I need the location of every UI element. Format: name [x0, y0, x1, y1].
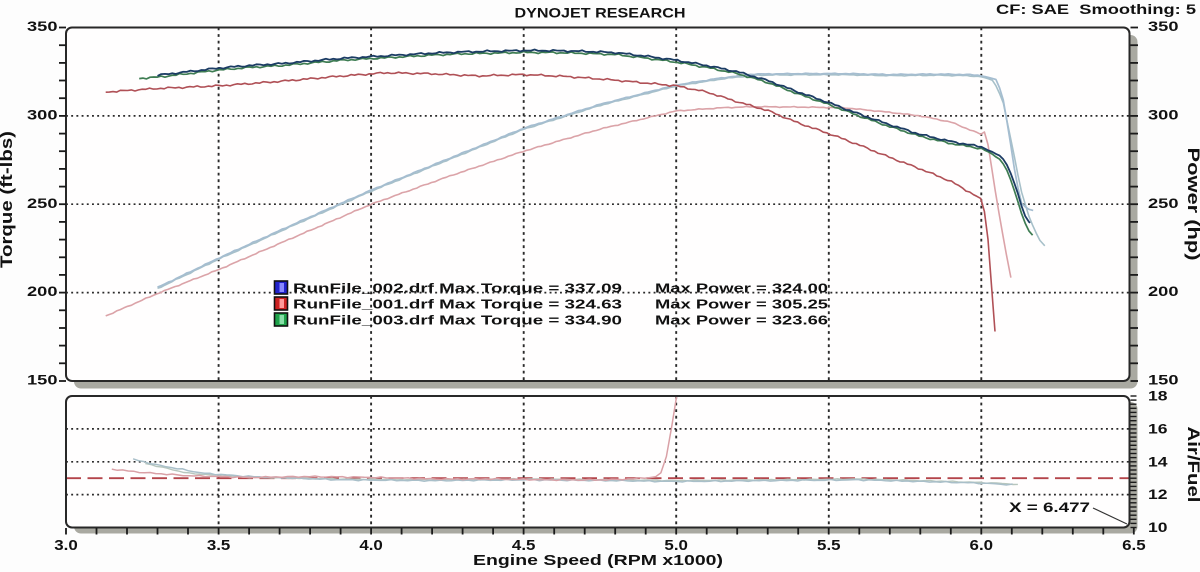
- svg-text:150: 150: [27, 372, 58, 388]
- svg-text:5.5: 5.5: [817, 538, 841, 554]
- svg-text:300: 300: [1148, 106, 1179, 122]
- svg-text:250: 250: [27, 195, 58, 211]
- svg-text:DYNOJET RESEARCH: DYNOJET RESEARCH: [515, 5, 686, 21]
- svg-text:Max Power = 324.00: Max Power = 324.00: [655, 281, 828, 296]
- svg-text:300: 300: [27, 106, 58, 122]
- svg-text:6.5: 6.5: [1122, 538, 1146, 554]
- svg-text:Power (hp): Power (hp): [1184, 148, 1200, 261]
- svg-text:RunFile_003.drf Max Torque = 3: RunFile_003.drf Max Torque = 334.90: [293, 313, 622, 328]
- svg-text:Max Power = 323.66: Max Power = 323.66: [655, 313, 828, 328]
- svg-text:12: 12: [1148, 486, 1168, 502]
- svg-text:CF: SAE Smoothing: 5: CF: SAE Smoothing: 5: [996, 2, 1197, 17]
- svg-text:Torque (ft-lbs): Torque (ft-lbs): [0, 131, 16, 268]
- svg-text:10: 10: [1148, 519, 1168, 535]
- svg-text:14: 14: [1148, 453, 1168, 469]
- svg-text:250: 250: [1148, 195, 1179, 211]
- svg-text:Air/Fuel: Air/Fuel: [1184, 427, 1200, 503]
- svg-text:RunFile_002.drf Max Torque = 3: RunFile_002.drf Max Torque = 337.09: [293, 281, 622, 296]
- svg-text:200: 200: [27, 283, 58, 299]
- svg-text:Engine Speed (RPM x1000): Engine Speed (RPM x1000): [473, 552, 723, 569]
- svg-text:Max Power = 305.25: Max Power = 305.25: [655, 297, 828, 312]
- svg-text:X = 6.477: X = 6.477: [1009, 499, 1090, 515]
- svg-text:5.0: 5.0: [664, 538, 688, 554]
- svg-text:3.5: 3.5: [207, 538, 231, 554]
- svg-text:RunFile_001.drf Max Torque = 3: RunFile_001.drf Max Torque = 324.63: [293, 297, 622, 312]
- svg-text:3.0: 3.0: [54, 538, 78, 554]
- svg-text:350: 350: [1148, 18, 1179, 34]
- svg-text:16: 16: [1148, 420, 1168, 436]
- svg-text:200: 200: [1148, 283, 1179, 299]
- svg-text:150: 150: [1148, 372, 1179, 388]
- svg-text:350: 350: [27, 18, 58, 34]
- svg-text:4.5: 4.5: [512, 538, 536, 554]
- svg-text:6.0: 6.0: [970, 538, 994, 554]
- svg-text:18: 18: [1148, 388, 1168, 404]
- svg-text:4.0: 4.0: [359, 538, 383, 554]
